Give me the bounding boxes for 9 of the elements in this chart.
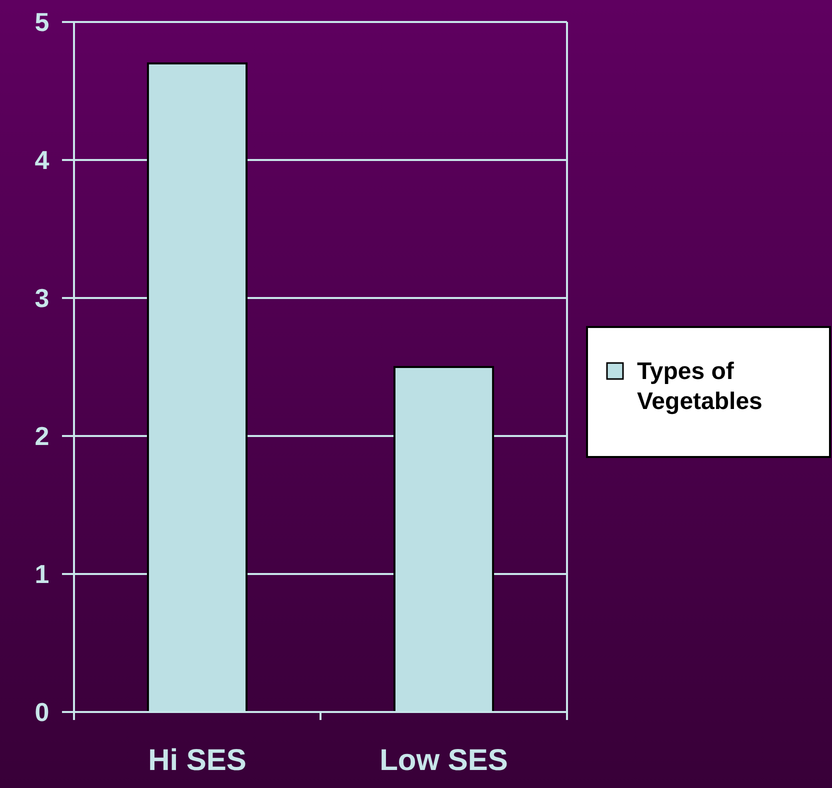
y-tick-label: 2 <box>34 421 50 452</box>
legend-label: Types of Vegetables <box>637 358 762 415</box>
y-tick-label: 0 <box>34 697 50 728</box>
y-tick-label: 1 <box>34 559 50 590</box>
x-tick-label: Hi SES <box>148 744 246 777</box>
y-tick-label: 4 <box>34 145 50 176</box>
y-tick-label: 5 <box>34 7 50 38</box>
y-tick-label: 3 <box>34 283 50 314</box>
x-tick-label: Low SES <box>380 744 508 777</box>
